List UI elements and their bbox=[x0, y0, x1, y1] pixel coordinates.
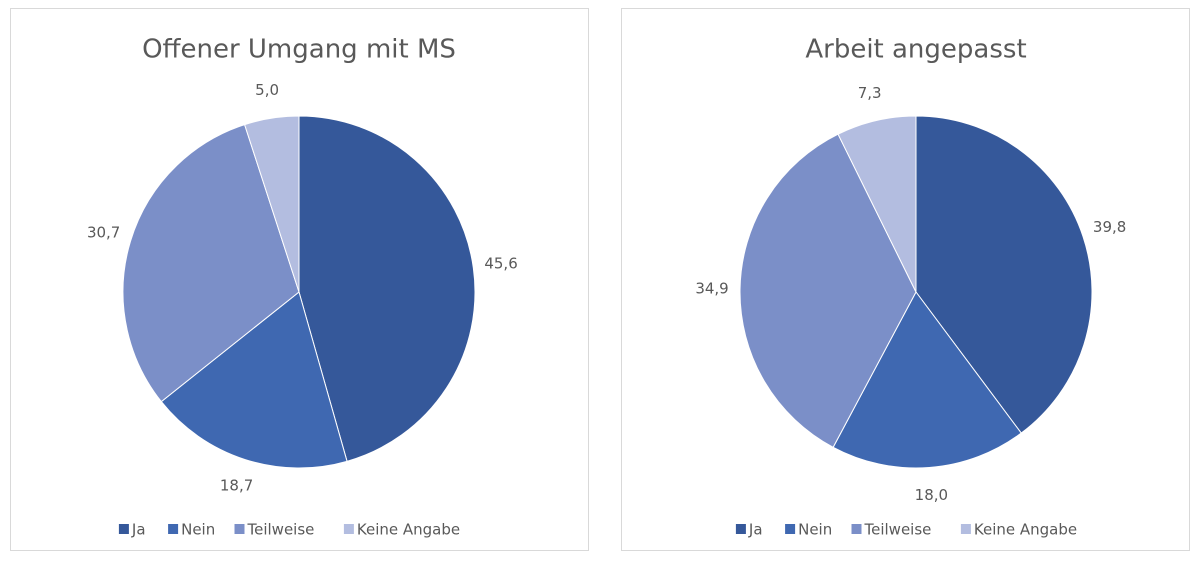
pie-slice bbox=[243, 115, 300, 293]
pie-slice bbox=[832, 291, 1022, 469]
legend-swatch bbox=[343, 524, 354, 534]
pie-slice bbox=[298, 115, 476, 462]
legend-swatch bbox=[168, 524, 179, 534]
chart-title: Offener Umgang mit MS bbox=[142, 35, 456, 65]
legend-swatch bbox=[118, 524, 129, 534]
data-label: 45,6 bbox=[484, 254, 517, 272]
legend-swatch bbox=[851, 524, 862, 534]
legend-label: Teilweise bbox=[864, 521, 932, 539]
legend-label: Keine Angabe bbox=[357, 521, 460, 539]
legend-label: Keine Angabe bbox=[974, 521, 1077, 539]
legend-swatch bbox=[960, 524, 971, 534]
data-label: 30,7 bbox=[87, 224, 120, 242]
legend-label: Ja bbox=[131, 521, 146, 539]
legend-label: Teilweise bbox=[247, 521, 315, 539]
legend-label: Nein bbox=[798, 521, 832, 539]
data-label: 5,0 bbox=[255, 81, 279, 99]
legend-swatch bbox=[785, 524, 796, 534]
data-label: 39,8 bbox=[1093, 218, 1126, 236]
legend-swatch bbox=[234, 524, 245, 534]
pie-slice bbox=[739, 133, 917, 448]
legend-label: Nein bbox=[181, 521, 215, 539]
pie-slice bbox=[837, 115, 917, 293]
legend-swatch bbox=[735, 524, 746, 534]
data-label: 18,0 bbox=[915, 486, 948, 504]
pie-slice bbox=[122, 123, 300, 403]
data-label: 34,9 bbox=[695, 279, 728, 297]
chart-title: Arbeit angepasst bbox=[805, 35, 1026, 65]
data-label: 18,7 bbox=[220, 477, 253, 495]
pie-slice bbox=[915, 115, 1093, 434]
data-label: 7,3 bbox=[858, 84, 882, 102]
pie-slice bbox=[160, 291, 348, 469]
legend-label: Ja bbox=[748, 521, 763, 539]
